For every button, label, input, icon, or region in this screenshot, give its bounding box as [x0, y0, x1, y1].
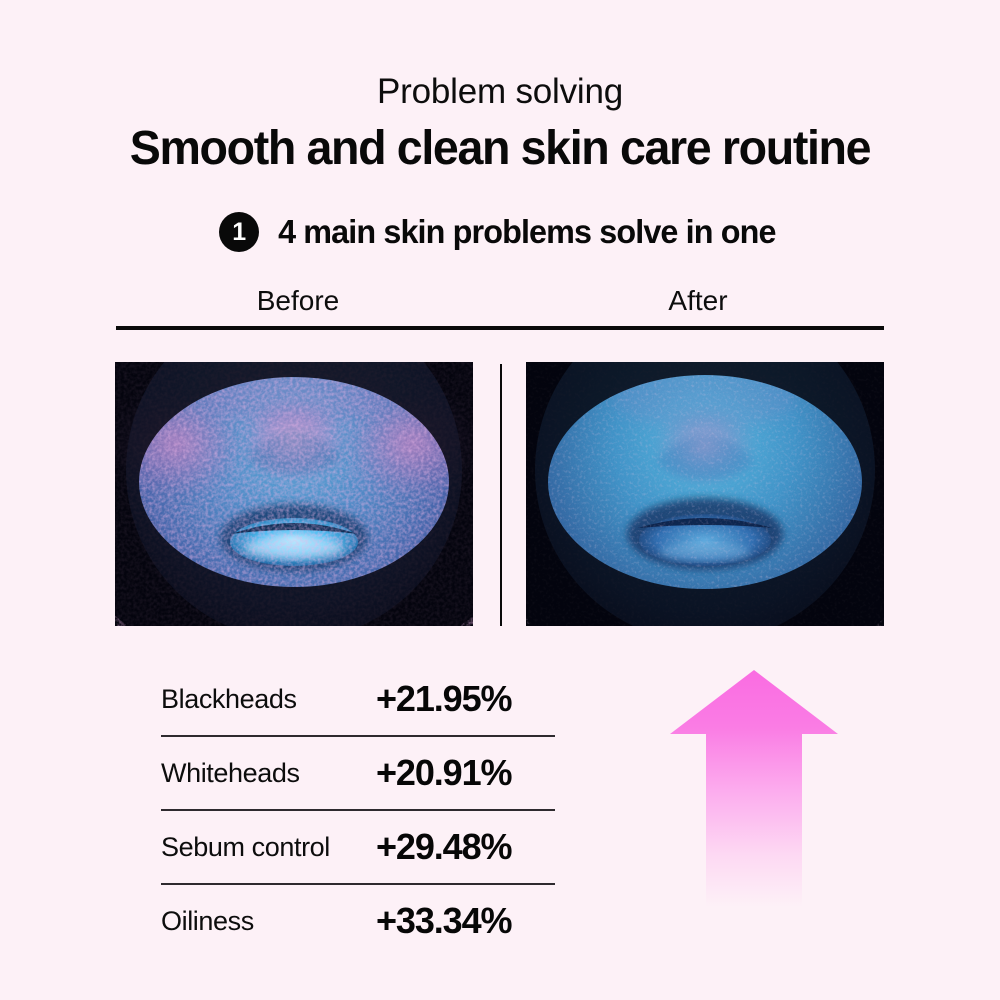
photo-divider: [500, 364, 502, 626]
section-title: 4 main skin problems solve in one: [278, 213, 776, 250]
stat-value: +21.95%: [376, 678, 513, 719]
after-label: After: [668, 285, 728, 316]
stat-label: Blackheads: [161, 684, 297, 714]
step-number-badge: 1: [219, 212, 260, 252]
before-label: Before: [256, 285, 340, 316]
stat-label: Oiliness: [161, 906, 254, 936]
header-rule: [116, 326, 884, 330]
before-photo: [115, 362, 473, 626]
after-photo: [526, 362, 884, 626]
stats-table: Blackheads +21.95% Whiteheads +20.91% Se…: [161, 663, 555, 957]
table-row: Whiteheads +20.91%: [161, 735, 555, 809]
table-row: Blackheads +21.95%: [161, 663, 555, 735]
table-row: Oiliness +33.34%: [161, 883, 555, 957]
before-after-labels: Before After: [116, 282, 884, 320]
eyebrow-text: Problem solving: [377, 72, 623, 111]
uv-skin-scan-before-image: [115, 362, 473, 626]
stat-label: Sebum control: [161, 832, 330, 862]
uv-skin-scan-after-image: [526, 362, 884, 626]
stat-value: +20.91%: [376, 752, 513, 793]
section-subhead: 1 4 main skin problems solve in one: [0, 212, 1000, 252]
page-title: Smooth and clean skin care routine: [129, 122, 872, 175]
before-after-photos: [115, 362, 884, 626]
up-arrow-icon: [670, 670, 838, 928]
stat-value: +29.48%: [376, 826, 513, 867]
stat-label: Whiteheads: [161, 758, 300, 788]
stat-value: +33.34%: [376, 900, 513, 941]
table-row: Sebum control +29.48%: [161, 809, 555, 883]
